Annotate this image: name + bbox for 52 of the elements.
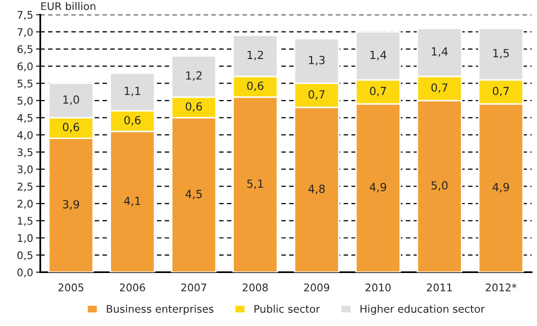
data-label: 1,4 [370,50,386,60]
x-tick-label: 2011 [427,284,452,292]
data-label: 0,6 [186,102,202,112]
data-label: 0,6 [62,122,80,132]
data-label: 4,5 [186,190,202,200]
y-tick-label: 4,0 [17,131,33,140]
y-tick-label: 4,5 [17,114,32,123]
data-label: 0,6 [247,82,264,92]
y-tick-label: 2,0 [18,200,33,209]
x-tick-label: 2005 [58,284,84,292]
y-tick-label: 0,0 [17,268,33,278]
data-label: 0,7 [308,90,325,100]
x-tick-label: 2010 [366,284,391,292]
y-tick-label: 2,5 [18,182,32,192]
data-label: 0,7 [431,83,448,93]
y-tick-label: 7,0 [18,28,33,38]
y-tick-label: 3,0 [18,165,33,174]
data-label: 3,9 [62,200,80,210]
y-tick-label: 5,5 [18,80,32,89]
data-label: 0,6 [124,116,141,126]
legend-label: Higher education sector [360,304,485,315]
y-tick-label: 3,5 [18,148,32,158]
y-axis-title: EUR billion [41,2,96,10]
data-label: 1,2 [186,71,202,81]
data-label: 1,2 [248,50,263,60]
y-tick-label: 6,5 [17,45,32,54]
x-tick-label: 2008 [242,284,268,292]
data-label: 4,9 [370,182,386,192]
data-label: 4,1 [124,196,140,206]
x-tick-label: 2006 [120,284,146,292]
data-label: 1,1 [124,86,140,96]
x-tick-label: 2007 [181,284,206,292]
data-label: 5,1 [247,180,264,190]
data-label: 4,9 [492,182,509,192]
y-tick-label: 5,0 [18,96,33,106]
y-tick-label: 1,5 [18,217,32,226]
data-label: 1,0 [63,95,80,105]
y-tick-label: 0,5 [17,251,32,260]
data-label: 0,7 [492,86,509,96]
y-tick-label: 6,0 [17,62,33,72]
y-tick-label: 7,5 [18,11,32,20]
data-label: 4,8 [308,184,325,194]
data-label: 1,3 [309,56,325,66]
x-tick-label: 2012* [486,284,516,292]
data-label: 5,0 [432,181,448,191]
legend-label: Public sector [254,304,320,313]
x-tick-label: 2009 [304,284,330,292]
legend-label: Business enterprises [106,304,214,315]
y-tick-label: 1,0 [18,234,33,244]
data-label: 0,7 [370,86,386,96]
data-label: 1,4 [432,47,448,57]
data-label: 1,5 [493,49,509,59]
